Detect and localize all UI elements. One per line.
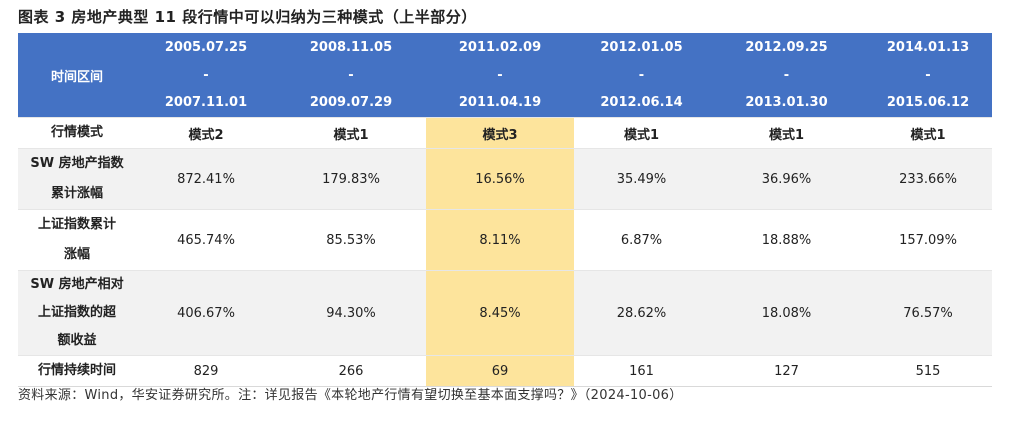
header-label: 时间区间 <box>18 33 136 118</box>
period-end: 2009.07.29 <box>309 95 393 110</box>
table-cell: 266 <box>276 355 426 387</box>
period-3: 2011.02.09 - 2011.04.19 <box>426 33 574 118</box>
row-label: SW 房地产相对 上证指数的超 额收益 <box>18 270 136 356</box>
table-cell: 76.57% <box>864 270 992 356</box>
period-5: 2012.09.25 - 2013.01.30 <box>709 33 864 118</box>
row-label-line: 累计涨幅 <box>50 186 103 201</box>
period-end: 2015.06.12 <box>886 95 970 110</box>
table-cell: 36.96% <box>709 148 864 210</box>
row-label-line: SW 房地产指数 <box>30 156 124 171</box>
table-cell: 模式1 <box>276 117 426 149</box>
table-cell-highlight: 16.56% <box>426 148 574 210</box>
period-dash: - <box>783 67 790 83</box>
table-row-mode: 行情模式 模式2 模式1 模式3 模式1 模式1 模式1 <box>18 117 992 149</box>
table-cell: 829 <box>136 355 276 387</box>
table-row-duration: 行情持续时间 829 266 69 161 127 515 <box>18 355 992 387</box>
period-2: 2008.11.05 - 2009.07.29 <box>276 33 426 118</box>
table-cell: 18.88% <box>709 209 864 271</box>
row-label-line: SW 房地产相对 <box>30 277 124 292</box>
table-cell: 515 <box>864 355 992 387</box>
period-end: 2012.06.14 <box>600 95 683 110</box>
row-label: 行情持续时间 <box>18 355 136 387</box>
table-cell-highlight: 69 <box>426 355 574 387</box>
table-cell: 模式2 <box>136 117 276 149</box>
table-row-sh-cum: 上证指数累计 涨幅 465.74% 85.53% 8.11% 6.87% 18.8… <box>18 209 992 271</box>
table-cell: 35.49% <box>574 148 709 210</box>
period-start: 2005.07.25 <box>164 40 248 55</box>
row-label: SW 房地产指数 累计涨幅 <box>18 148 136 210</box>
table-cell: 模式1 <box>709 117 864 149</box>
period-6: 2014.01.13 - 2015.06.12 <box>864 33 992 118</box>
table-cell: 179.83% <box>276 148 426 210</box>
table-cell-highlight: 8.11% <box>426 209 574 271</box>
period-start: 2014.01.13 <box>886 40 970 55</box>
table-cell: 872.41% <box>136 148 276 210</box>
table-cell: 127 <box>709 355 864 387</box>
table-cell-highlight: 模式3 <box>426 117 574 149</box>
period-end: 2007.11.01 <box>164 95 248 110</box>
figure-title: 图表 3 房地产典型 11 段行情中可以归纳为三种模式（上半部分） <box>18 8 477 26</box>
period-dash: - <box>925 67 931 83</box>
table-cell: 465.74% <box>136 209 276 271</box>
period-start: 2012.01.05 <box>600 40 683 55</box>
period-dash: - <box>203 67 209 83</box>
period-dash: - <box>348 67 354 83</box>
table-cell: 94.30% <box>276 270 426 356</box>
period-1: 2005.07.25 - 2007.11.01 <box>136 33 276 118</box>
row-label: 上证指数累计 涨幅 <box>18 209 136 271</box>
period-start: 2011.02.09 <box>458 40 542 55</box>
table-cell: 6.87% <box>574 209 709 271</box>
row-label-line: 上证指数累计 <box>37 217 116 232</box>
market-phases-table: 时间区间 2005.07.25-2007.11.01 2008.11.05-20… <box>18 33 992 387</box>
header-row: 时间区间 2005.07.25-2007.11.01 2008.11.05-20… <box>18 33 992 118</box>
table-cell: 406.67% <box>136 270 276 356</box>
table-row-excess: SW 房地产相对 上证指数的超 额收益 406.67% 94.30% 8.45% 2… <box>18 270 992 356</box>
table-cell: 18.08% <box>709 270 864 356</box>
table-cell: 233.66% <box>864 148 992 210</box>
period-start: 2012.09.25 <box>745 40 828 55</box>
period-4: 2012.01.05 - 2012.06.14 <box>574 33 709 118</box>
period-dash: - <box>497 67 503 83</box>
source-note: 资料来源：Wind，华安证券研究所。注：详见报告《本轮地产行情有望切换至基本面支… <box>18 388 683 403</box>
period-dash: - <box>638 67 645 83</box>
table-cell: 161 <box>574 355 709 387</box>
table-cell: 85.53% <box>276 209 426 271</box>
table-row-sw-cum: SW 房地产指数 累计涨幅 872.41% 179.83% 16.56% 35.4… <box>18 148 992 210</box>
table-cell: 模式1 <box>864 117 992 149</box>
row-label-line: 上证指数的超 <box>37 305 116 320</box>
row-label: 行情模式 <box>18 117 136 149</box>
table-cell-highlight: 8.45% <box>426 270 574 356</box>
period-end: 2013.01.30 <box>745 95 828 110</box>
table-cell: 模式1 <box>574 117 709 149</box>
table-cell: 157.09% <box>864 209 992 271</box>
period-start: 2008.11.05 <box>309 40 393 55</box>
period-end: 2011.04.19 <box>458 95 542 110</box>
table-cell: 28.62% <box>574 270 709 356</box>
row-label-line: 额收益 <box>57 333 97 348</box>
row-label-line: 涨幅 <box>63 247 90 262</box>
